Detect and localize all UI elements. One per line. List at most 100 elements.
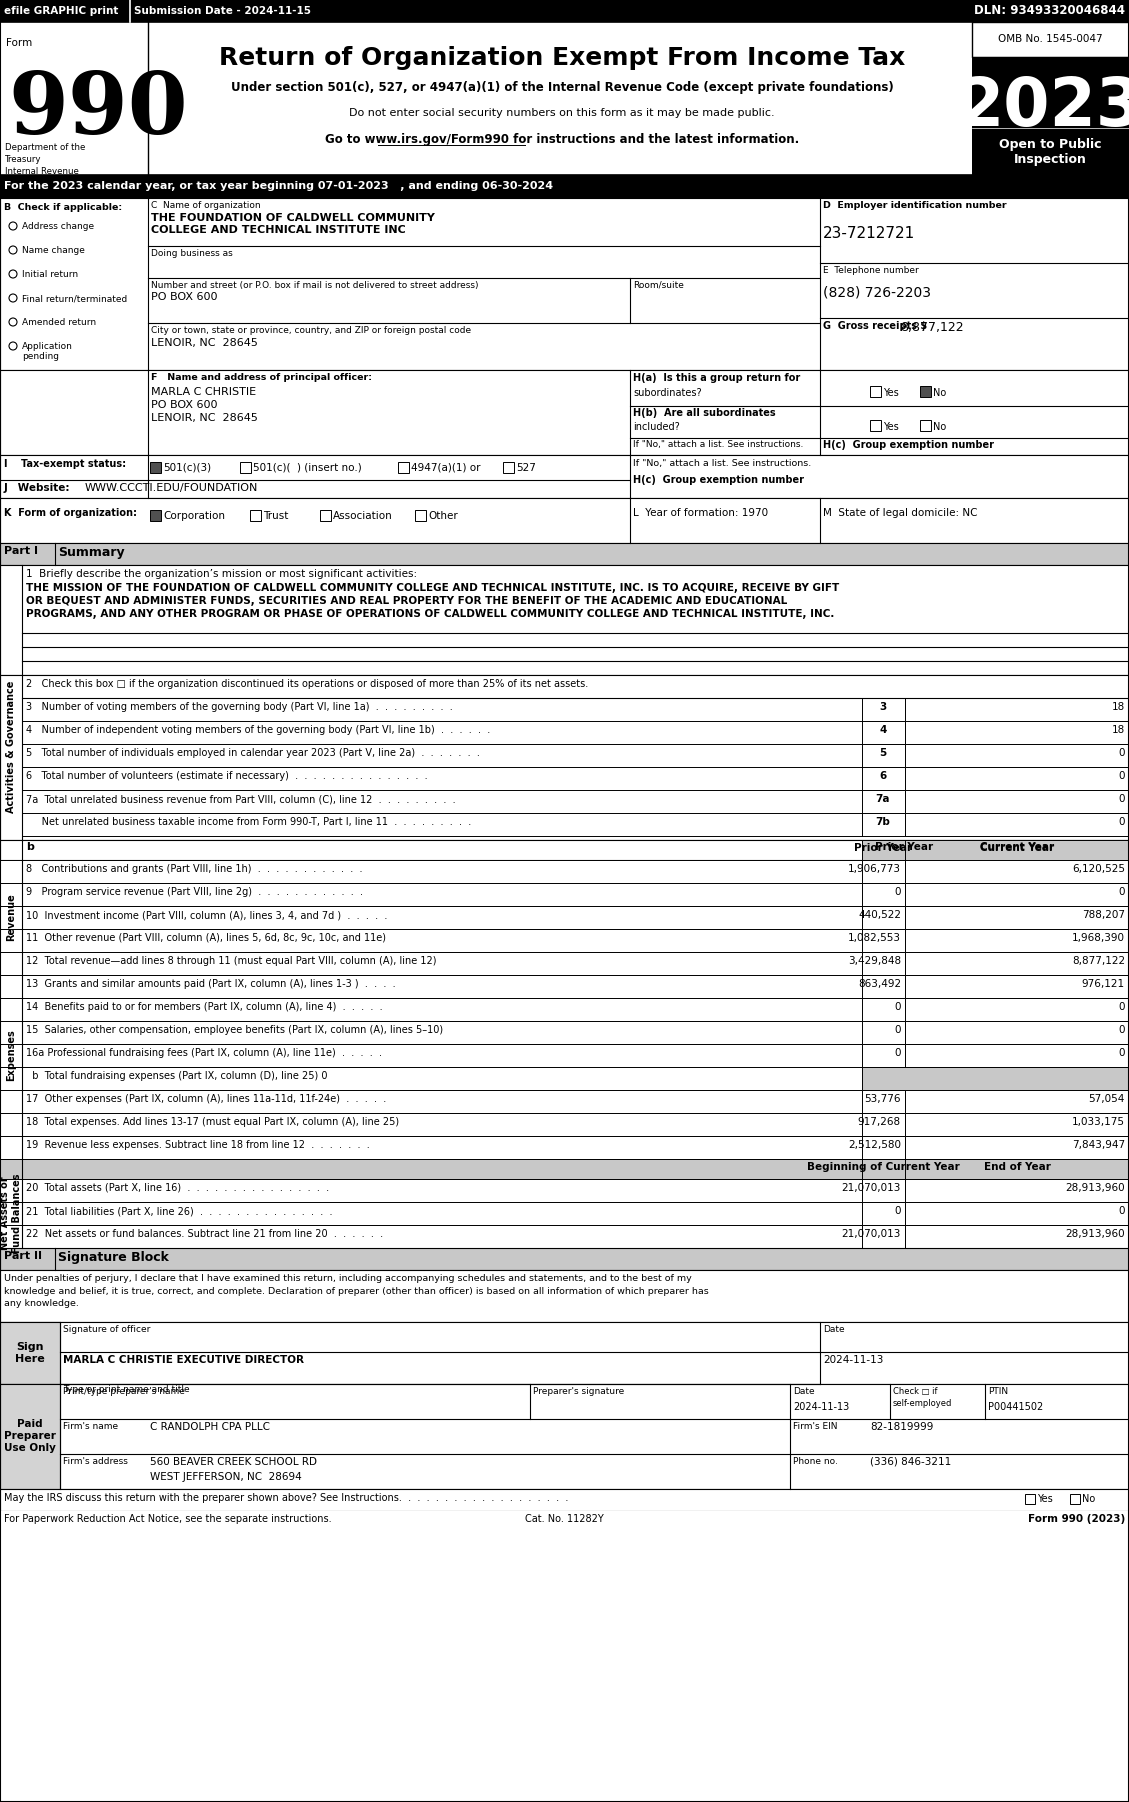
Text: Current Year: Current Year [980, 842, 1054, 852]
Bar [905, 744, 1129, 768]
Text: WWW.CCCTI.EDU/FOUNDATION: WWW.CCCTI.EDU/FOUNDATION [85, 483, 259, 494]
Text: Prior Year: Prior Year [854, 843, 912, 852]
Text: I    Tax-exempt status:: I Tax-exempt status: [5, 460, 126, 469]
Text: 0: 0 [1119, 795, 1124, 804]
Text: LENOIR, NC  28645: LENOIR, NC 28645 [151, 339, 257, 348]
Bar [863, 860, 905, 883]
Text: C RANDOLPH CPA PLLC: C RANDOLPH CPA PLLC [150, 1422, 270, 1433]
Text: efile GRAPHIC print: efile GRAPHIC print [5, 5, 119, 16]
Bar [920, 420, 931, 431]
Text: Other: Other [428, 512, 457, 521]
Text: D  Employer identification number: D Employer identification number [823, 202, 1007, 211]
Text: 863,492: 863,492 [858, 978, 901, 989]
Bar [863, 1225, 905, 1249]
Text: DLN: 93493320046844: DLN: 93493320046844 [974, 4, 1124, 18]
Text: LENOIR, NC  28645: LENOIR, NC 28645 [151, 413, 257, 423]
Text: Open to Public
Inspection: Open to Public Inspection [999, 139, 1101, 166]
Text: M  State of legal domicile: NC: M State of legal domicile: NC [823, 508, 978, 517]
Text: Yes: Yes [1038, 1494, 1052, 1505]
Bar [0, 1022, 1129, 1043]
Bar [905, 860, 1129, 883]
Text: Address change: Address change [21, 222, 94, 231]
Text: G  Gross receipts $: G Gross receipts $ [823, 321, 927, 332]
Text: 0: 0 [1119, 887, 1124, 897]
Text: 28,913,960: 28,913,960 [1066, 1229, 1124, 1240]
Bar [0, 1384, 1129, 1488]
Text: 2024-11-13: 2024-11-13 [823, 1355, 883, 1364]
Text: 0: 0 [894, 1049, 901, 1058]
Text: Final return/terminated: Final return/terminated [21, 294, 128, 303]
Text: 57,054: 57,054 [1088, 1094, 1124, 1105]
Text: Revenue: Revenue [6, 894, 16, 941]
Bar [0, 930, 1129, 951]
Text: 501(c)(3): 501(c)(3) [163, 463, 211, 472]
Text: May the IRS discuss this return with the preparer shown above? See Instructions.: May the IRS discuss this return with the… [5, 1494, 568, 1503]
Text: B  Check if applicable:: B Check if applicable: [5, 204, 122, 213]
Text: Form 990 (2023): Form 990 (2023) [1027, 1514, 1124, 1524]
Text: 0: 0 [1119, 1025, 1124, 1034]
Bar [1070, 1494, 1080, 1505]
Text: Return of Organization Exempt From Income Tax: Return of Organization Exempt From Incom… [219, 47, 905, 70]
Text: 14  Benefits paid to or for members (Part IX, column (A), line 4)  .  .  .  .  .: 14 Benefits paid to or for members (Part… [26, 1002, 383, 1013]
Bar [905, 975, 1129, 998]
Bar [863, 1135, 905, 1159]
Text: Signature of officer: Signature of officer [63, 1324, 150, 1333]
Text: 917,268: 917,268 [858, 1117, 901, 1126]
Text: E  Telephone number: E Telephone number [823, 267, 919, 276]
Text: 3,429,848: 3,429,848 [848, 957, 901, 966]
Text: PTIN: PTIN [988, 1388, 1008, 1397]
Text: PO BOX 600: PO BOX 600 [151, 400, 218, 411]
Bar [870, 420, 881, 431]
Bar [863, 975, 905, 998]
Text: H(c)  Group exemption number: H(c) Group exemption number [823, 440, 994, 450]
Text: OR BEQUEST AND ADMINISTER FUNDS, SECURITIES AND REAL PROPERTY FOR THE BENEFIT OF: OR BEQUEST AND ADMINISTER FUNDS, SECURIT… [26, 596, 787, 605]
Text: 560 BEAVER CREEK SCHOOL RD: 560 BEAVER CREEK SCHOOL RD [150, 1458, 317, 1467]
Text: J   Website:: J Website: [5, 483, 70, 494]
Bar [863, 1067, 1129, 1090]
Text: 8   Contributions and grants (Part VIII, line 1h)  .  .  .  .  .  .  .  .  .  . : 8 Contributions and grants (Part VIII, l… [26, 863, 362, 874]
Text: Part II: Part II [5, 1251, 42, 1261]
Text: Doing business as: Doing business as [151, 249, 233, 258]
Bar [0, 1488, 1129, 1512]
Text: 2023: 2023 [957, 74, 1129, 141]
Bar [905, 1179, 1129, 1202]
Text: No: No [933, 387, 946, 398]
Bar [0, 1090, 1129, 1114]
Text: Cat. No. 11282Y: Cat. No. 11282Y [525, 1514, 603, 1524]
Text: 0: 0 [894, 1025, 901, 1034]
Text: OMB No. 1545-0047: OMB No. 1545-0047 [998, 34, 1102, 43]
Text: L  Year of formation: 1970: L Year of formation: 1970 [633, 508, 768, 517]
Bar [0, 369, 1129, 454]
Text: Room/suite: Room/suite [633, 281, 684, 290]
Bar [0, 998, 1129, 1022]
Text: 0: 0 [1119, 1206, 1124, 1216]
Bar [863, 1043, 905, 1067]
Bar [0, 1512, 1129, 1532]
Bar [150, 461, 161, 472]
Text: Paid
Preparer
Use Only: Paid Preparer Use Only [5, 1420, 56, 1452]
Text: THE FOUNDATION OF CALDWELL COMMUNITY: THE FOUNDATION OF CALDWELL COMMUNITY [151, 213, 435, 223]
Bar [0, 676, 1129, 840]
Bar [863, 744, 905, 768]
Bar [0, 1114, 1129, 1135]
Bar [863, 1114, 905, 1135]
Text: Association: Association [333, 512, 393, 521]
Bar [863, 768, 905, 789]
Bar [0, 1159, 1129, 1179]
Bar [863, 930, 905, 951]
Text: 3   Number of voting members of the governing body (Part VI, line 1a)  .  .  .  : 3 Number of voting members of the govern… [26, 703, 453, 712]
Bar [0, 975, 1129, 998]
Text: Date: Date [823, 1324, 844, 1333]
Text: 6   Total number of volunteers (estimate if necessary)  .  .  .  .  .  .  .  .  : 6 Total number of volunteers (estimate i… [26, 771, 428, 780]
Text: 501(c)(  ) (insert no.): 501(c)( ) (insert no.) [253, 463, 361, 472]
Text: F   Name and address of principal officer:: F Name and address of principal officer: [151, 373, 371, 382]
Text: 23-7212721: 23-7212721 [823, 225, 916, 241]
Bar [0, 497, 1129, 542]
Text: 21,070,013: 21,070,013 [841, 1229, 901, 1240]
Text: Firm's name: Firm's name [63, 1422, 119, 1431]
Bar [905, 1135, 1129, 1159]
Text: H(a)  Is this a group return for: H(a) Is this a group return for [633, 373, 800, 384]
Text: Sign
Here: Sign Here [15, 1342, 45, 1364]
Text: For Paperwork Reduction Act Notice, see the separate instructions.: For Paperwork Reduction Act Notice, see … [5, 1514, 332, 1524]
Text: 4: 4 [879, 724, 886, 735]
